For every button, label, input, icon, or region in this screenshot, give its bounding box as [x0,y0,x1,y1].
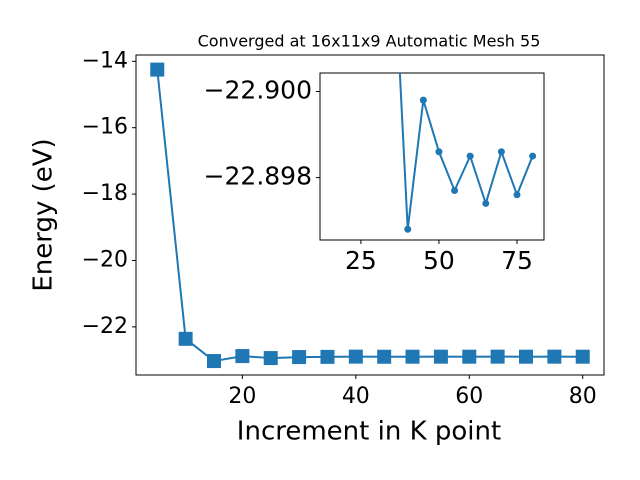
marker [435,148,443,156]
plot-content [150,62,590,369]
marker [405,349,420,364]
y-axis-label: Energy (eV) [29,138,59,291]
y-tick-label: −18 [82,181,128,206]
marker [348,349,363,364]
marker [519,349,533,364]
marker [490,349,505,364]
chart-title: Converged at 16x11x9 Automatic Mesh 55 [198,32,541,51]
marker [320,349,335,364]
marker [207,354,221,369]
x-tick-label: 20 [228,384,256,409]
marker [419,96,427,104]
y-tick-label: −22 [82,314,128,339]
x-tick-label: 80 [569,384,597,409]
marker [513,191,521,199]
y-tick-label: −20 [82,247,128,272]
line [398,73,534,230]
y-tick-label: −16 [82,115,128,140]
x-tick-label: 60 [455,384,483,409]
plot-content [398,73,537,233]
x-axis-label: Increment in K point [237,417,501,447]
x-tick-label: 40 [342,384,370,409]
marker [150,62,165,77]
marker [462,349,477,364]
marker [575,349,590,364]
y-tick-label: −22.900 [204,76,312,105]
marker [451,187,459,195]
x-tick-label: 50 [423,246,455,275]
marker [497,148,505,156]
line [156,69,583,363]
x-tick-label: 75 [501,246,533,275]
marker [547,349,562,364]
marker [178,331,193,346]
y-tick-label: −14 [82,48,128,73]
marker [433,349,448,364]
plot-area [319,72,545,241]
marker [466,152,474,160]
marker [235,349,250,364]
marker [263,351,278,366]
marker [529,152,537,160]
x-tick-label: 25 [345,246,377,275]
marker [482,199,490,207]
marker [404,225,412,233]
marker [377,349,392,364]
y-tick-label: −22.898 [204,162,312,191]
marker [292,350,307,365]
